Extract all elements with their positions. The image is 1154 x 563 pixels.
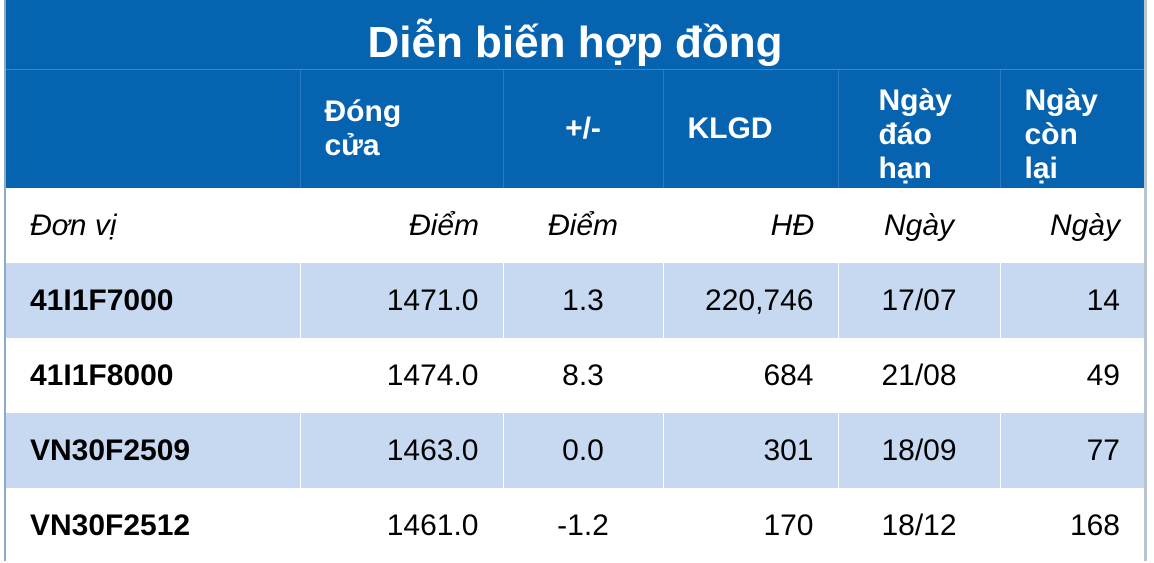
unit-volume: HĐ (770, 208, 814, 242)
expiry-date: 21/08 (837, 338, 1000, 413)
contract-code: 41I1F8000 (30, 358, 174, 392)
change-value: -1.2 (502, 488, 663, 563)
unit-expiry: Ngày (883, 208, 955, 242)
unit-row: Đơn vị Điểm Điểm HĐ Ngày Ngày (6, 188, 1144, 263)
table-title: Diễn biến hợp đồng (6, 0, 1144, 70)
expiry-date: 17/07 (837, 263, 1000, 338)
unit-label: Đơn vị (30, 208, 117, 242)
volume-value: 220,746 (662, 263, 838, 338)
contract-code: VN30F2512 (30, 508, 191, 542)
change-value: 1.3 (502, 263, 663, 338)
table-row: 41I1F8000 1474.0 8.3 684 21/08 49 (6, 338, 1144, 413)
expiry-date: 18/12 (837, 488, 1000, 563)
close-value: 1463.0 (299, 413, 503, 488)
unit-days-left: Ngày (1049, 208, 1120, 242)
expiry-date: 18/09 (837, 413, 1000, 488)
header-close: Đóng cửa (299, 70, 503, 188)
change-value: 0.0 (502, 413, 663, 488)
close-value: 1461.0 (299, 488, 503, 563)
close-value: 1474.0 (299, 338, 503, 413)
contract-table-panel: Diễn biến hợp đồng Đóng cửa +/- KLGD Ngà… (4, 0, 1147, 563)
contract-code: 41I1F7000 (6, 263, 300, 338)
table-row: 41I1F7000 1471.0 1.3 220,746 17/07 14 (6, 263, 1144, 338)
days-left: 49 (999, 338, 1144, 413)
header-days-left: Ngày còn lại (999, 70, 1144, 188)
unit-close: Điểm (408, 208, 479, 242)
close-value: 1471.0 (299, 263, 503, 338)
days-left: 14 (999, 263, 1144, 338)
contract-code: VN30F2509 (6, 413, 300, 488)
contract-table: Đóng cửa +/- KLGD Ngày đáo hạn Ngày còn … (6, 70, 1144, 563)
table-row: VN30F2512 1461.0 -1.2 170 18/12 168 (6, 488, 1144, 563)
volume-value: 301 (662, 413, 838, 488)
table-row: VN30F2509 1463.0 0.0 301 18/09 77 (6, 413, 1144, 488)
header-volume: KLGD (662, 70, 838, 188)
unit-change: Điểm (547, 208, 618, 242)
volume-value: 170 (662, 488, 838, 563)
header-expiry: Ngày đáo hạn (837, 70, 1000, 188)
days-left: 168 (999, 488, 1144, 563)
header-contract (6, 70, 300, 188)
change-value: 8.3 (502, 338, 663, 413)
header-row: Đóng cửa +/- KLGD Ngày đáo hạn Ngày còn … (6, 70, 1144, 188)
volume-value: 684 (662, 338, 838, 413)
days-left: 77 (999, 413, 1144, 488)
header-change: +/- (502, 70, 663, 188)
